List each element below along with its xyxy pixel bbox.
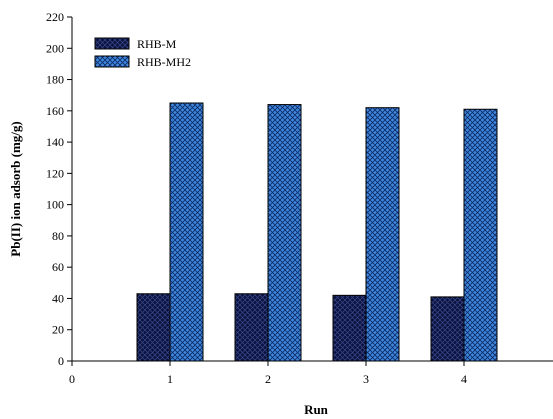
- y-tick-label: 180: [46, 73, 64, 87]
- x-tick-label: 1: [167, 372, 173, 386]
- bar-rhb-m-run-4: [430, 296, 465, 362]
- y-tick-label: 220: [46, 10, 64, 24]
- bar-rhb-mh2-run-4: [463, 108, 498, 362]
- y-axis-title: Pb(II) ion adsorb (mg/g): [8, 121, 23, 256]
- bar-rhb-m-run-1: [136, 293, 171, 362]
- y-tick-label: 60: [52, 260, 64, 274]
- x-tick-label: 2: [265, 372, 271, 386]
- legend: RHB-M RHB-MH2: [94, 37, 191, 69]
- x-tick-label: 4: [461, 372, 467, 386]
- y-tick-label: 20: [52, 323, 64, 337]
- bars: [136, 102, 498, 362]
- x-tick-label: 3: [363, 372, 369, 386]
- y-tick-label: 40: [52, 291, 64, 305]
- y-tick-label: 200: [46, 41, 64, 55]
- legend-swatch-rhb-mh2: [94, 55, 130, 68]
- x-axis-title: Run: [304, 402, 329, 417]
- y-tick-label: 160: [46, 104, 64, 118]
- bar-rhb-m-run-2: [234, 293, 269, 362]
- y-tick-label: 100: [46, 198, 64, 212]
- legend-label-rhb-mh2: RHB-MH2: [137, 55, 191, 69]
- x-tick-label: 0: [69, 372, 75, 386]
- legend-swatch-rhb-m: [94, 37, 130, 50]
- y-tick-label: 140: [46, 135, 64, 149]
- bar-rhb-mh2-run-3: [365, 107, 400, 362]
- y-tick-label: 80: [52, 229, 64, 243]
- bar-rhb-m-run-3: [332, 294, 367, 362]
- x-ticks: 0 1 2 3 4: [69, 361, 467, 386]
- y-tick-label: 0: [58, 354, 64, 368]
- y-tick-label: 120: [46, 166, 64, 180]
- bar-rhb-mh2-run-1: [169, 102, 204, 362]
- bar-rhb-mh2-run-2: [267, 104, 302, 362]
- legend-label-rhb-m: RHB-M: [137, 37, 177, 51]
- y-ticks: 0 20 40 60 80 100 120 140 160 180 200 220: [46, 10, 72, 368]
